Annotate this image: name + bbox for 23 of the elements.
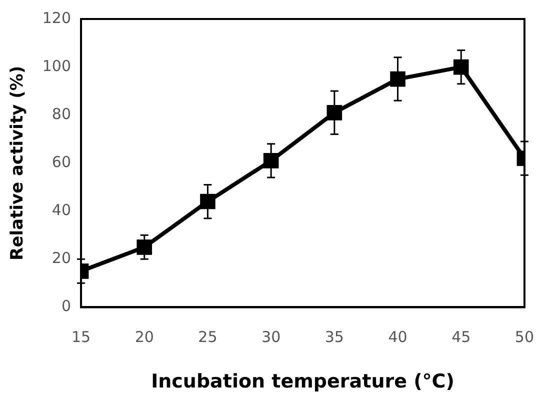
point [136,240,152,255]
y-tick-label: 20 [52,249,72,268]
x-tick-label: 35 [324,328,344,346]
x-tick-label: 15 [71,328,91,346]
y-tick-label: 60 [52,152,72,171]
point [200,194,216,210]
y-tick-label: 80 [52,104,72,123]
x-axis-title: Incubation temperature (°C) [151,370,454,393]
point [326,105,342,120]
x-tick-label: 20 [134,328,154,346]
y-tick-label: 40 [52,201,72,220]
x-tick-label: 45 [452,328,471,346]
point [390,71,406,87]
y-axis-title: Relative activity (%) [8,66,28,260]
y-tick-label: 100 [42,56,72,75]
point [453,59,469,75]
y-tick-label: 0 [61,297,72,316]
x-tick-label: 30 [262,328,281,346]
x-tick-label: 50 [514,328,534,346]
x-tick-label: 40 [388,328,408,346]
point [263,153,279,168]
y-tick-label: 120 [42,8,72,27]
x-tick-label: 25 [198,328,218,346]
